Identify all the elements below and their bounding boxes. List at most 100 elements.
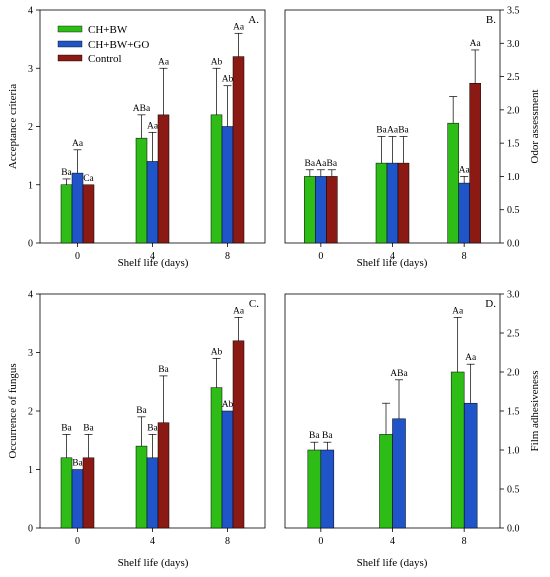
panel-b-bar-0-0 <box>304 176 316 244</box>
panel-b-ylabel: Odor assessment <box>529 89 541 163</box>
panel-b-bar-label-2-0: Ba <box>327 159 338 169</box>
panel-b-xtick-label-0: 0 <box>318 251 323 262</box>
panel-c-xtick-label-0: 0 <box>75 536 80 547</box>
panel-c-bar-label-2-2: Aa <box>233 306 245 316</box>
panel-b-ytick-label-2: 1.0 <box>507 172 520 183</box>
panel-c-bar-label-2-0: Ba <box>83 423 94 433</box>
panel-b-letter: B. <box>486 14 496 26</box>
panel-c-xlabel: Shelf life (days) <box>118 557 189 569</box>
panel-b-xlabel: Shelf life (days) <box>357 257 428 269</box>
panel-c-bar-1-0 <box>71 469 84 529</box>
panel-d-bar-0-0 <box>307 449 322 529</box>
panel-d-xlabel: Shelf life (days) <box>357 557 428 569</box>
panel-d-marks: 0.0 0.5 1.0 1.5 2.0 2.5 3.0 0 Ba Ba 4 ABa 8 Aa Aa <box>307 290 520 547</box>
panel-b-bar-0-2 <box>447 122 459 244</box>
panel-c-bar-2-0 <box>82 457 95 529</box>
panel-c-ytick-label-4: 4 <box>28 290 33 301</box>
panel-d-ytick-label-3: 1.5 <box>507 407 520 418</box>
panel-d-bar-0-1 <box>379 434 393 529</box>
panel-b-bar-0-1 <box>375 162 388 244</box>
panel-a-bar-0-2 <box>210 114 223 244</box>
panel-c-bar-label-0-0: Ba <box>61 423 72 433</box>
panel-d-ytick-label-1: 0.5 <box>507 485 520 496</box>
panel-a-bar-label-1-2: Ab <box>222 75 234 85</box>
panel-d-xtick-label-1: 4 <box>390 536 395 547</box>
panel-c-ytick-label-2: 2 <box>28 407 33 418</box>
panel-c-ylabel: Occurrence of fungus <box>7 363 19 458</box>
panel-b-xtick-label-1: 4 <box>390 251 395 262</box>
panel-b-ytick-label-4: 2.0 <box>507 105 520 116</box>
panel-d-bar-label-1-0: Ba <box>322 431 333 441</box>
panel-a-bar-label-1-1: Aa <box>147 121 159 131</box>
panel-d-letter: D. <box>485 298 496 310</box>
panel-a-ylabel: Acceptance criteria <box>7 84 19 169</box>
panel-a-bar-2-0 <box>82 184 95 244</box>
panel-a-ytick-label-4: 4 <box>28 6 33 17</box>
panel-b-ytick-label-3: 1.5 <box>507 139 520 150</box>
panel-c-bar-1-1 <box>146 457 159 529</box>
legend-swatch-ch-bw <box>57 25 83 33</box>
panel-b-ytick-label-7: 3.5 <box>507 6 520 17</box>
panel-a-letter: A. <box>248 14 259 26</box>
panel-b-bar-label-2-2: Aa <box>470 39 482 49</box>
panel-c-bar-1-2 <box>221 410 234 529</box>
panel-a-ytick-label-3: 3 <box>28 64 33 75</box>
panel-a-bar-1-0 <box>71 172 84 244</box>
panel-a-bar-label-0-2: Ab <box>211 57 223 67</box>
panel-a-ytick-label-0: 0 <box>28 239 33 250</box>
panel-d-bar-label-1-2: Aa <box>465 353 477 363</box>
panel-a-xtick-label-2: 8 <box>225 251 230 262</box>
panel-b-bar-2-1 <box>397 162 410 244</box>
panel-b-bar-label-1-1: Aa <box>387 125 399 135</box>
panel-d-bar-label-0-2: Aa <box>452 306 464 316</box>
panel-b-bar-label-2-1: Ba <box>398 125 409 135</box>
panel-d-ylabel: Film adhesiveness <box>529 371 541 452</box>
panel-c-bar-label-0-1: Ba <box>136 406 147 416</box>
panel-b-bar-label-0-0: Ba <box>305 159 316 169</box>
legend-label-ch-bw-go: CH+BW+GO <box>88 39 149 51</box>
panel-b-ytick-label-0: 0.0 <box>507 239 520 250</box>
panel-b-ytick-label-1: 0.5 <box>507 205 520 216</box>
panel-a-bar-label-0-1: ABa <box>133 104 151 114</box>
panel-b-bar-label-1-0: Aa <box>315 159 327 169</box>
panel-a-bar-2-2 <box>232 56 245 244</box>
panel-b-bar-label-0-1: Ba <box>376 125 387 135</box>
panel-d-bar-1-1 <box>392 418 406 529</box>
legend-swatch-control <box>57 54 83 62</box>
panel-c-bar-label-1-2: Ab <box>222 400 234 410</box>
panel-c-bar-0-0 <box>60 457 73 529</box>
panel-d-xtick-label-2: 8 <box>462 536 467 547</box>
panel-d-bar-label-0-0: Ba <box>309 431 320 441</box>
panel-a-legend: CH+BW CH+BW+GO Control <box>57 24 149 65</box>
panel-d-ytick-label-6: 3.0 <box>507 290 520 301</box>
legend-label-ch-bw: CH+BW <box>88 24 128 36</box>
panel-a-bar-1-2 <box>221 126 234 244</box>
panel-c-bar-label-0-2: Ab <box>211 347 223 357</box>
panel-c-bar-0-1 <box>135 445 148 529</box>
panel-a-bar-label-2-0: Ca <box>83 174 94 184</box>
panel-b-ytick-label-6: 3.0 <box>507 39 520 50</box>
panel-b-bar-1-0 <box>315 176 327 244</box>
panel-c-ytick-label-1: 1 <box>28 465 33 476</box>
panel-c-bar-2-1 <box>157 422 170 529</box>
panel-d-bar-0-2 <box>450 371 465 529</box>
panel-b-bar-1-2 <box>458 182 470 244</box>
panel-a-ytick-label-2: 2 <box>28 122 33 133</box>
panel-a-bar-0-0 <box>60 184 73 244</box>
panel-b-ytick-label-5: 2.5 <box>507 72 520 83</box>
panel-c-bar-2-2 <box>232 340 245 529</box>
panel-a-xlabel: Shelf life (days) <box>118 257 189 269</box>
panel-b-xtick-label-2: 8 <box>462 251 467 262</box>
panel-a-bar-label-1-0: Aa <box>72 139 84 149</box>
panel-d-ytick-label-5: 2.5 <box>507 329 520 340</box>
panel-a-marks: 0 1 2 3 4 0 Ba Aa Ca 4 ABa Aa Aa 8 Ab Ab Aa <box>28 6 245 263</box>
legend-label-control: Control <box>88 53 122 65</box>
panel-b-bar-2-0 <box>326 176 338 244</box>
panel-d-ytick-label-2: 1.0 <box>507 446 520 457</box>
panel-b-bar-label-1-2: Aa <box>459 165 471 175</box>
panel-d-bar-1-0 <box>320 449 335 529</box>
panel-c-xtick-label-2: 8 <box>225 536 230 547</box>
panel-c-bar-label-1-1: Ba <box>147 423 158 433</box>
panel-c-ytick-label-0: 0 <box>28 524 33 535</box>
